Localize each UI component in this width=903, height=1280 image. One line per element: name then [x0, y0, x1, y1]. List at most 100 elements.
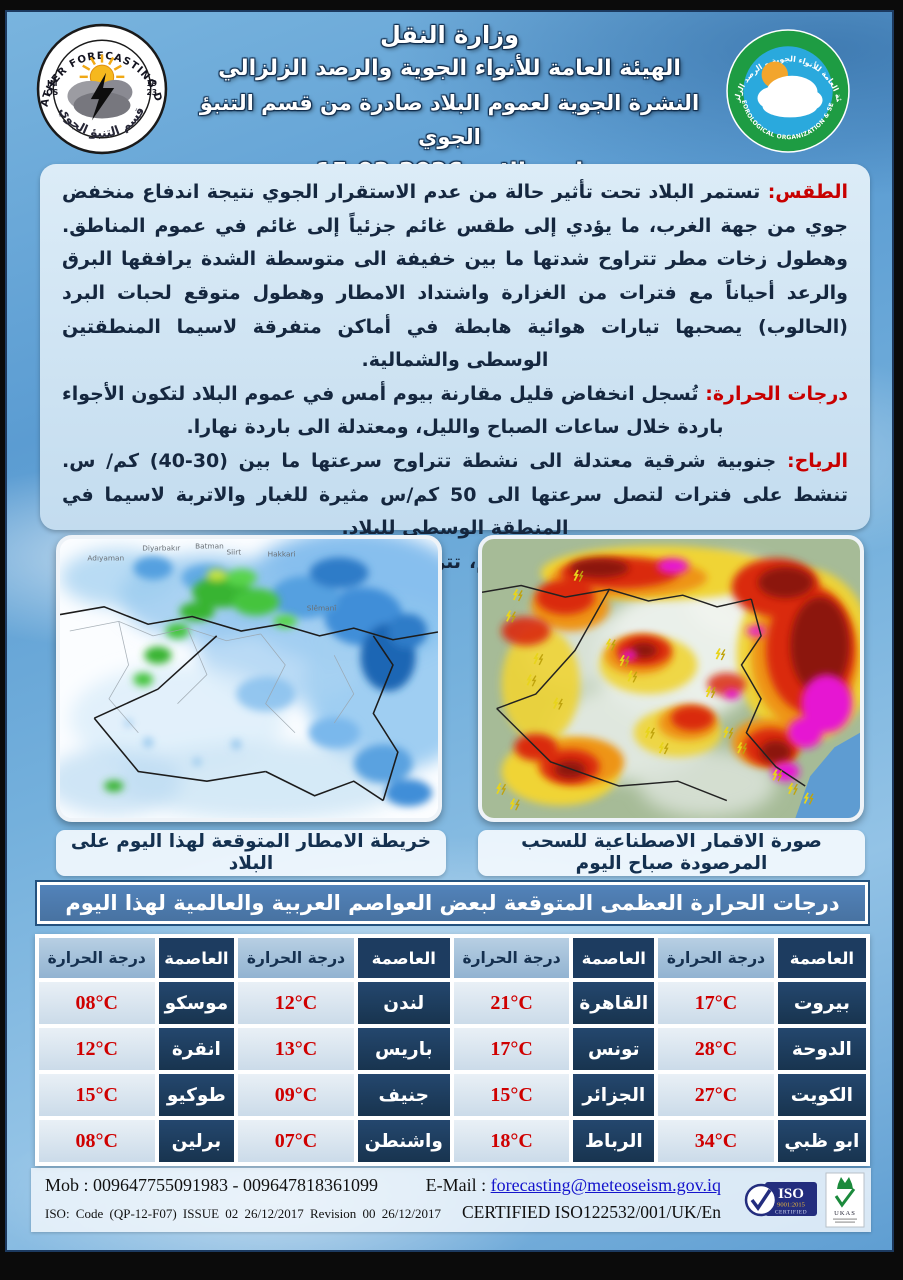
- ukas-badge: UKAS: [825, 1172, 865, 1228]
- weather-section: الطقس: تستمر البلاد تحت تأثير حالة من عد…: [62, 176, 848, 378]
- table-header-row: العاصمة درجة الحرارة العاصمة درجة الحرار…: [39, 938, 866, 978]
- wind-section: الرياح: جنوبية شرقية معتدلة الى نشطة تتر…: [62, 445, 848, 546]
- iso-badge-standard: 9001:2015: [777, 1202, 805, 1209]
- place-label: Batman: [195, 542, 224, 551]
- bulletin-sheet: WEATHER FORECASTING DEPT IM OS: [5, 10, 894, 1252]
- temp-header: درجة الحرارة: [39, 938, 155, 978]
- email-link[interactable]: forecasting@meteoseism.gov.iq: [490, 1175, 721, 1195]
- capital-header: العاصمة: [357, 938, 450, 978]
- place-label: Adıyaman: [87, 553, 124, 562]
- capital-cell: لندن: [357, 982, 450, 1024]
- wind-section-text: جنوبية شرقية معتدلة الى نشطة تتراوح سرعت…: [62, 450, 848, 540]
- weather-section-label: الطقس:: [767, 181, 848, 203]
- ministry-title: وزارة النقل: [379, 21, 520, 49]
- checkmark-icon: [834, 1188, 856, 1208]
- weather-section-text: تستمر البلاد تحت تأثير حالة من عدم الاست…: [62, 181, 848, 372]
- capital-header: العاصمة: [777, 938, 866, 978]
- place-label: Siirt: [226, 548, 241, 557]
- temp-cell: 13°C: [238, 1028, 354, 1070]
- rain-heavy-green-cells: [104, 569, 297, 792]
- capital-cell: بيروت: [777, 982, 866, 1024]
- place-label: Slêmanî: [307, 604, 338, 613]
- capital-cell: الجزائر: [573, 1074, 655, 1116]
- temps-table: العاصمة درجة الحرارة العاصمة درجة الحرار…: [35, 934, 870, 1166]
- footer-bar: Mob : 009647755091983 - 009647818361099 …: [31, 1168, 871, 1232]
- map-place-labels: Adıyaman Diyarbakır Batman Siirt Hakkari…: [87, 542, 337, 613]
- place-label: Hakkari: [268, 549, 296, 558]
- temp-cell: 17°C: [453, 1028, 570, 1070]
- checkmark-icon: [750, 1189, 772, 1212]
- temp-cell: 17°C: [658, 982, 774, 1024]
- temp-cell: 34°C: [658, 1120, 774, 1162]
- checkmark-circle: [744, 1183, 778, 1217]
- temps-table-title-bar: درجات الحرارة العظمى المتوقعة لبعض العوا…: [35, 880, 870, 926]
- capital-cell: جنيف: [357, 1074, 450, 1116]
- temp-cell: 28°C: [658, 1028, 774, 1070]
- temp-cell: 27°C: [658, 1074, 774, 1116]
- capital-cell: واشنطن: [357, 1120, 450, 1162]
- temp-cell: 08°C: [39, 1120, 155, 1162]
- cold-cloud-magenta: [621, 558, 853, 782]
- temp-cell: 08°C: [39, 982, 155, 1024]
- logo-side-left-bottom: OS: [46, 88, 58, 97]
- place-label: Diyarbakır: [142, 544, 180, 553]
- iso-code-line: ISO: Code (QP-12-F07) ISSUE 02 26/12/201…: [45, 1206, 441, 1221]
- capital-cell: القاهرة: [573, 982, 655, 1024]
- temp-header: درجة الحرارة: [238, 938, 354, 978]
- temp-header: درجة الحرارة: [453, 938, 570, 978]
- iso-badge-title: ISO: [778, 1186, 804, 1202]
- mobile-numbers: Mob : 009647755091983 - 009647818361099: [45, 1175, 378, 1195]
- capital-cell: الدوحة: [777, 1028, 866, 1070]
- satellite-cloud-image: [478, 535, 864, 822]
- capital-cell: الكويت: [777, 1074, 866, 1116]
- capital-cell: الرباط: [573, 1120, 655, 1162]
- table-row: الدوحة 28°C تونس 17°C باريس 13°C انقرة 1…: [39, 1028, 866, 1070]
- iso-badge-certified: CERTIFIED: [775, 1210, 807, 1216]
- table-row: بيروت 17°C القاهرة 21°C لندن 12°C موسكو …: [39, 982, 866, 1024]
- rain-map-caption: خريطة الامطار المتوقعة لهذا اليوم على ال…: [56, 830, 446, 876]
- temp-cell: 18°C: [453, 1120, 570, 1162]
- logo-side-right-top: 19: [146, 79, 157, 88]
- cloud-icon: [757, 75, 823, 118]
- capital-cell: باريس: [357, 1028, 450, 1070]
- temperature-section: درجات الحرارة: تُسجل انخفاض قليل مقارنة …: [62, 378, 848, 445]
- email-line: E-Mail : forecasting@meteoseism.gov.iq: [426, 1175, 721, 1196]
- capital-cell: ابو ظبي: [777, 1120, 866, 1162]
- temp-cell: 15°C: [39, 1074, 155, 1116]
- temp-cell: 12°C: [39, 1028, 155, 1070]
- capital-cell: تونس: [573, 1028, 655, 1070]
- temp-header: درجة الحرارة: [658, 938, 774, 978]
- wind-section-label: الرياح:: [786, 450, 848, 472]
- logo-side-right-bottom: 23: [146, 88, 157, 97]
- forecast-text-panel: الطقس: تستمر البلاد تحت تأثير حالة من عد…: [40, 164, 870, 607]
- satellite-caption: صورة الاقمار الاصطناعية للسحب المرصودة ص…: [478, 830, 865, 876]
- temp-cell: 15°C: [453, 1074, 570, 1116]
- country-borders: [60, 606, 438, 802]
- capital-cell: انقرة: [158, 1028, 235, 1070]
- capital-cell: برلين: [158, 1120, 235, 1162]
- temp-cell: 12°C: [238, 982, 354, 1024]
- rain-forecast-map: Adıyaman Diyarbakır Batman Siirt Hakkari…: [56, 535, 442, 822]
- crown-icon: [837, 1177, 853, 1189]
- authority-title: الهيئة العامة للأنواء الجوية والرصد الزل…: [218, 56, 681, 81]
- capital-cell: طوكيو: [158, 1074, 235, 1116]
- cold-cloud-darkred: [554, 558, 850, 779]
- weather-forecasting-dept-logo: WEATHER FORECASTING DEPT IM OS: [29, 14, 169, 156]
- iso-9001-badge: ISO 9001:2015 CERTIFIED: [743, 1172, 819, 1228]
- temperature-section-label: درجات الحرارة:: [705, 382, 849, 405]
- email-label: E-Mail :: [425, 1175, 491, 1195]
- table-row: ابو ظبي 34°C الرباط 18°C واشنطن 07°C برل…: [39, 1120, 866, 1162]
- capital-header: العاصمة: [573, 938, 655, 978]
- bulletin-subtitle: النشرة الجوية لعموم البلاد صادرة من قسم …: [199, 91, 700, 149]
- satellite-caption-text: صورة الاقمار الاصطناعية للسحب المرصودة ص…: [521, 830, 822, 874]
- ukas-label: UKAS: [834, 1210, 856, 1217]
- capital-header: العاصمة: [158, 938, 235, 978]
- temp-cell: 07°C: [238, 1120, 354, 1162]
- ukas-fine-print-line: [835, 1221, 855, 1223]
- rain-medium-cells: [124, 556, 433, 807]
- temperature-section-text: تُسجل انخفاض قليل مقارنة بيوم أمس في عمو…: [62, 382, 724, 439]
- temp-cell: 09°C: [238, 1074, 354, 1116]
- admin-borders: [69, 620, 355, 734]
- temp-cell: 21°C: [453, 982, 570, 1024]
